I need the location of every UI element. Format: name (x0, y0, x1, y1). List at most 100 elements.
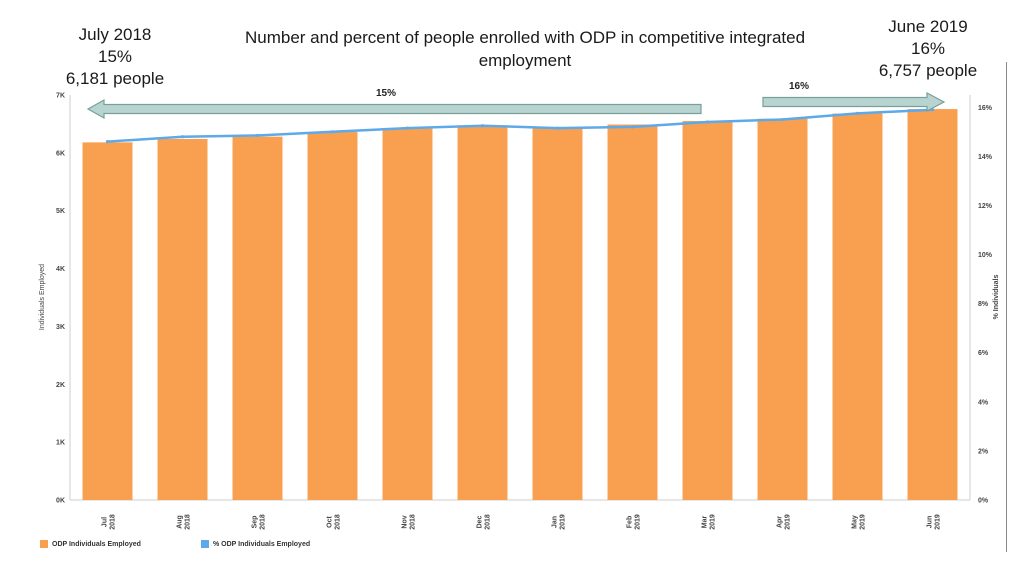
bar-nov-2018 (382, 128, 433, 501)
x-tick-apr-2019: Apr 2019 (777, 514, 792, 530)
bar-feb-2019 (607, 124, 658, 500)
x-tick-year: 2018 (485, 514, 492, 530)
legend-item-line[interactable]: % ODP Individuals Employed (201, 540, 310, 548)
x-tick-month: Aug (177, 515, 184, 529)
x-tick-dec-2018: Dec 2018 (477, 514, 492, 530)
percent-point-apr-2019 (780, 117, 785, 122)
range-arrow-left (86, 98, 702, 120)
chart-title: Number and percent of people enrolled wi… (244, 28, 806, 70)
range-arrow-right-label: 16% (789, 81, 809, 92)
y-tick-5k: 5K (56, 208, 65, 215)
x-tick-jan-2019: Jan 2019 (552, 514, 567, 530)
y2-tick-6pct: 6% (978, 350, 989, 357)
x-tick-month: Jul (102, 517, 109, 527)
callout-left-people: 6,181 people (65, 69, 165, 88)
callout-left-percent: 15% (97, 47, 133, 66)
y-tick-6k: 6K (56, 150, 65, 157)
x-tick-month: Jan (552, 516, 559, 528)
x-tick-year: 2019 (935, 514, 942, 530)
bar-sep-2018 (232, 136, 283, 500)
legend-line-swatch (201, 540, 209, 548)
y2-tick-14pct: 14% (978, 154, 993, 161)
x-tick-nov-2018: Nov 2018 (402, 514, 417, 530)
bar-dec-2018 (457, 125, 508, 501)
x-tick-year: 2019 (560, 514, 567, 530)
y2-tick-0pct: 0% (978, 498, 989, 505)
x-tick-year: 2019 (710, 514, 717, 530)
y-tick-0k: 0K (56, 498, 65, 505)
x-tick-year: 2019 (860, 514, 867, 530)
y2-tick-12pct: 12% (978, 203, 993, 210)
bar-mar-2019 (682, 121, 733, 501)
x-tick-may-2019: May 2019 (852, 514, 867, 530)
bar-may-2019 (832, 113, 883, 500)
percent-point-jan-2019 (555, 126, 560, 130)
x-tick-year: 2019 (785, 514, 792, 530)
callout-july-2018: July 2018 15% 6,181 people (40, 24, 190, 90)
y-tick-4k: 4K (56, 266, 65, 273)
percent-point-aug-2018 (180, 135, 185, 139)
x-tick-jul-2018: Jul 2018 (102, 514, 117, 530)
x-tick-jun-2019: Jun 2019 (927, 514, 942, 530)
percent-point-dec-2018 (480, 124, 485, 128)
y2-tick-10pct: 10% (978, 252, 993, 259)
y2-tick-2pct: 2% (978, 448, 989, 455)
x-tick-month: Dec (477, 515, 484, 528)
range-arrow-right (762, 92, 946, 112)
y2-axis-label: % Individuals (993, 275, 1000, 320)
x-tick-year: 2018 (185, 514, 192, 530)
percent-point-jul-2018 (105, 140, 110, 144)
callout-right-people: 6,757 people (878, 61, 978, 80)
x-tick-aug-2018: Aug 2018 (177, 514, 192, 530)
bar-apr-2019 (757, 118, 808, 500)
percent-point-sep-2018 (255, 133, 260, 138)
legend-line-label: % ODP Individuals Employed (213, 540, 311, 548)
x-tick-month: Apr (777, 516, 784, 528)
percent-point-feb-2019 (630, 125, 635, 129)
callout-right-month: June 2019 (888, 17, 968, 36)
y-tick-2k: 2K (56, 382, 65, 389)
y2-tick-8pct: 8% (978, 301, 989, 308)
x-tick-year: 2019 (635, 514, 642, 530)
percent-point-nov-2018 (405, 126, 410, 130)
x-tick-oct-2018: Oct 2018 (327, 514, 342, 530)
y-tick-1k: 1K (56, 440, 65, 447)
callout-left-month: July 2018 (78, 25, 152, 44)
x-tick-month: May (852, 515, 859, 529)
y-tick-7k: 7K (56, 93, 65, 100)
legend-bar-swatch (40, 540, 48, 548)
callout-june-2019: June 2019 16% 6,757 people (858, 16, 998, 82)
bar-jan-2019 (532, 127, 583, 501)
x-tick-feb-2019: Feb 2019 (627, 514, 642, 530)
x-tick-year: 2018 (335, 514, 342, 530)
percent-series-line (107, 108, 933, 143)
x-tick-month: Jun (927, 516, 934, 528)
x-tick-year: 2018 (410, 514, 417, 530)
bar-jun-2019 (907, 109, 958, 500)
x-tick-mar-2019: Mar 2019 (702, 514, 717, 530)
bar-aug-2018 (157, 138, 208, 500)
x-tick-sep-2018: Sep 2018 (252, 514, 267, 530)
x-tick-month: Nov (402, 515, 409, 528)
legend-bar-label: ODP Individuals Employed (52, 540, 141, 548)
y2-tick-4pct: 4% (978, 399, 989, 406)
legend-item-bars[interactable]: ODP Individuals Employed (40, 540, 141, 548)
percent-point-may-2019 (855, 111, 860, 116)
slide-border (1006, 62, 1007, 552)
y-tick-3k: 3K (56, 324, 65, 331)
x-tick-month: Mar (702, 516, 709, 529)
x-tick-month: Oct (327, 515, 334, 527)
bar-jul-2018 (82, 142, 133, 500)
range-arrow-left-label: 15% (376, 88, 396, 99)
percent-point-oct-2018 (330, 130, 335, 134)
x-tick-year: 2018 (110, 514, 117, 530)
x-tick-year: 2018 (260, 514, 267, 530)
y2-tick-16pct: 16% (978, 105, 993, 112)
y-axis-label: Individuals Employed (39, 264, 46, 330)
bar-oct-2018 (307, 132, 358, 500)
x-tick-month: Sep (252, 516, 259, 529)
callout-right-percent: 16% (910, 39, 946, 58)
x-tick-month: Feb (627, 516, 634, 528)
percent-point-mar-2019 (705, 120, 710, 124)
